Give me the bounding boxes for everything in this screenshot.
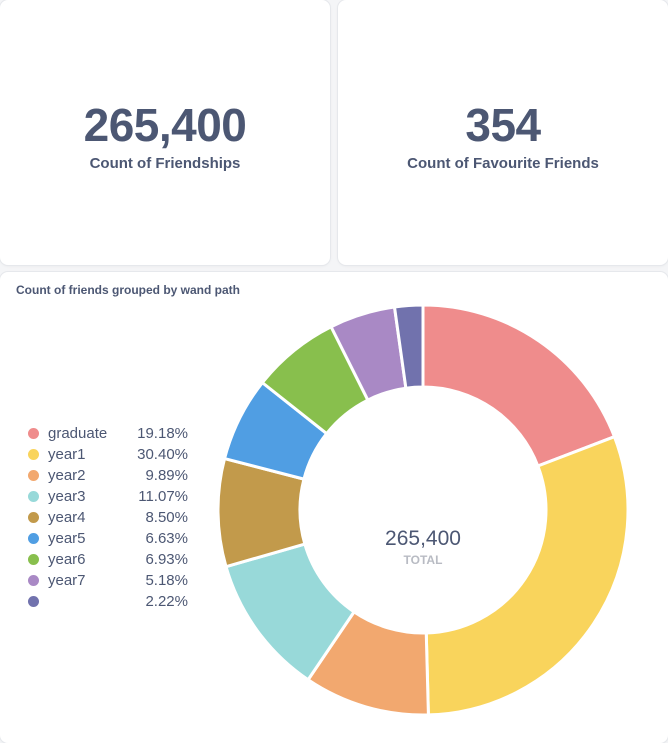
legend-item[interactable]: year1 30.40%	[26, 444, 206, 465]
legend-item-label: year1	[48, 446, 86, 463]
legend-item[interactable]: year7 5.18%	[26, 570, 206, 591]
friendships-card[interactable]: 265,400 Count of Friendships	[0, 0, 330, 265]
legend-item[interactable]: year3 11.07%	[26, 486, 206, 507]
legend-item-label: year6	[48, 551, 86, 568]
legend-item-label: year5	[48, 530, 86, 547]
legend-item-percent: 30.40%	[137, 446, 188, 463]
donut-chart-card: Count of friends grouped by wand path gr…	[0, 272, 668, 743]
legend-item[interactable]: year5 6.63%	[26, 528, 206, 549]
legend-swatch-icon	[28, 470, 39, 481]
legend-item[interactable]: 2.22%	[26, 591, 206, 612]
favourite-friends-card[interactable]: 354 Count of Favourite Friends	[338, 0, 668, 265]
legend-swatch-icon	[28, 512, 39, 523]
legend-item-percent: 6.93%	[145, 551, 188, 568]
legend-item[interactable]: year4 8.50%	[26, 507, 206, 528]
donut-total-label: TOTAL	[404, 553, 443, 567]
legend-item-percent: 8.50%	[145, 509, 188, 526]
donut-slice-graduate[interactable]	[421, 303, 616, 468]
legend-swatch-icon	[28, 428, 39, 439]
donut-slice-unnamed[interactable]	[392, 303, 425, 390]
legend-item-percent: 9.89%	[145, 467, 188, 484]
legend-swatch-icon	[28, 575, 39, 586]
donut-total-value: 265,400	[385, 527, 461, 550]
legend-swatch-icon	[28, 449, 39, 460]
friendships-count-label[interactable]: Count of Friendships	[89, 155, 241, 172]
legend-item[interactable]: year2 9.89%	[26, 465, 206, 486]
legend-item[interactable]: graduate 19.18%	[26, 423, 206, 444]
legend-item-label: year4	[48, 509, 86, 526]
friendships-count-value: 265,400	[83, 99, 247, 151]
favourite-friends-count-label[interactable]: Count of Favourite Friends	[407, 155, 599, 172]
legend-item-label: year2	[48, 467, 86, 484]
legend-item-percent: 2.22%	[145, 593, 188, 610]
chart-legend: graduate 19.18% year1 30.40% year2 9.89% year3…	[26, 423, 206, 612]
favourite-friends-count-value: 354	[465, 99, 541, 151]
legend-item-percent: 5.18%	[145, 572, 188, 589]
donut-chart: 265,400 TOTAL	[216, 303, 628, 717]
legend-item-label: year7	[48, 572, 86, 589]
legend-item[interactable]: year6 6.93%	[26, 549, 206, 570]
legend-item-label: graduate	[48, 425, 108, 442]
legend-item-percent: 6.63%	[145, 530, 188, 547]
legend-swatch-icon	[28, 533, 39, 544]
legend-swatch-icon	[28, 491, 39, 502]
legend-swatch-icon	[28, 554, 39, 565]
donut-slice-year1[interactable]	[424, 435, 628, 717]
legend-swatch-icon	[28, 596, 39, 607]
legend-item-percent: 19.18%	[137, 425, 188, 442]
legend-item-percent: 11.07%	[138, 488, 188, 505]
chart-title[interactable]: Count of friends grouped by wand path	[16, 283, 240, 297]
legend-item-label: year3	[48, 488, 86, 505]
